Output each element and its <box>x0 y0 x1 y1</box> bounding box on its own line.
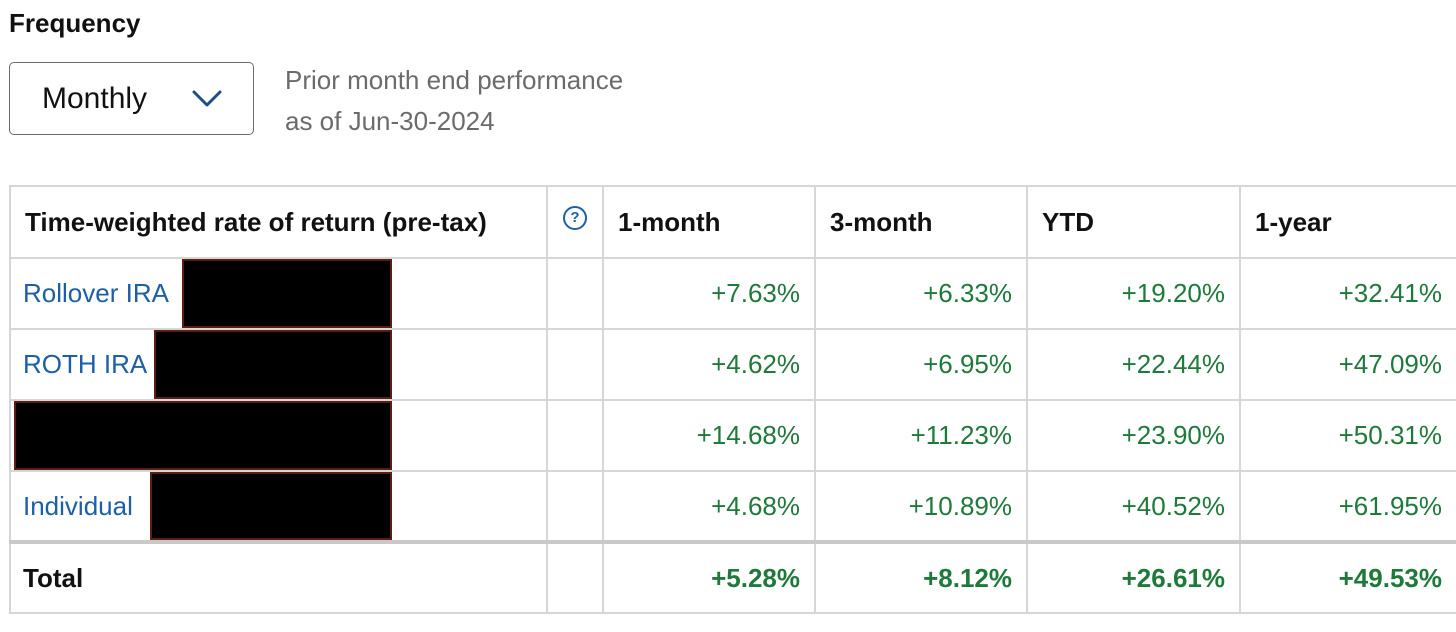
table-row: Individual +4.68% +10.89% +40.52% +61.95… <box>9 470 1456 543</box>
frequency-selected-value: Monthly <box>42 81 148 115</box>
value-1-year: +32.41% <box>1239 257 1456 330</box>
frequency-dropdown[interactable]: Monthly <box>9 62 254 135</box>
value-3-month: +11.23% <box>814 399 1028 472</box>
help-spacer-cell <box>546 399 604 472</box>
value-3-month: +6.95% <box>814 328 1028 401</box>
help-icon[interactable]: ? <box>563 206 587 230</box>
value-3-month: +6.33% <box>814 257 1028 330</box>
help-spacer-cell <box>546 540 604 614</box>
header-account: Time-weighted rate of return (pre-tax) <box>9 185 548 259</box>
help-spacer-cell <box>546 328 604 401</box>
account-cell: ROTH IRA <box>9 328 548 401</box>
help-spacer-cell <box>546 257 604 330</box>
total-1-year: +49.53% <box>1239 540 1456 614</box>
chevron-down-icon <box>191 89 223 109</box>
total-1-month: +5.28% <box>602 540 816 614</box>
total-label: Total <box>9 540 548 614</box>
value-3-month: +10.89% <box>814 470 1028 543</box>
value-ytd: +22.44% <box>1026 328 1241 401</box>
header-1-month: 1-month <box>602 185 816 259</box>
value-ytd: +40.52% <box>1026 470 1241 543</box>
header-ytd: YTD <box>1026 185 1241 259</box>
help-cell: ? <box>546 185 604 259</box>
account-link[interactable]: Individual <box>23 490 133 521</box>
redaction-box <box>150 472 392 540</box>
value-1-month: +14.68% <box>602 399 816 472</box>
value-1-year: +50.31% <box>1239 399 1456 472</box>
total-3-month: +8.12% <box>814 540 1028 614</box>
redaction-box <box>154 330 392 399</box>
table-header-row: Time-weighted rate of return (pre-tax) ?… <box>9 185 1456 259</box>
value-1-month: +7.63% <box>602 257 816 330</box>
help-spacer-cell <box>546 470 604 543</box>
performance-note: Prior month end performance as of Jun-30… <box>285 60 623 142</box>
redaction-box <box>182 259 392 328</box>
value-ytd: +23.90% <box>1026 399 1241 472</box>
account-cell <box>9 399 548 472</box>
returns-table: Time-weighted rate of return (pre-tax) ?… <box>9 185 1456 614</box>
performance-note-line1: Prior month end performance <box>285 65 624 95</box>
account-link[interactable]: Rollover IRA <box>23 278 169 308</box>
value-1-month: +4.62% <box>602 328 816 401</box>
total-ytd: +26.61% <box>1026 540 1241 614</box>
frequency-label: Frequency <box>9 8 141 38</box>
header-1-year: 1-year <box>1239 185 1456 259</box>
account-cell: Rollover IRA <box>9 257 548 330</box>
total-row: Total +5.28% +8.12% +26.61% +49.53% <box>9 540 1456 614</box>
account-cell: Individual <box>9 470 548 543</box>
table-row: +14.68% +11.23% +23.90% +50.31% <box>9 399 1456 472</box>
table-row: ROTH IRA +4.62% +6.95% +22.44% +47.09% <box>9 328 1456 401</box>
value-ytd: +19.20% <box>1026 257 1241 330</box>
redaction-box <box>14 401 392 470</box>
table-row: Rollover IRA +7.63% +6.33% +19.20% +32.4… <box>9 257 1456 330</box>
value-1-year: +61.95% <box>1239 470 1456 543</box>
value-1-year: +47.09% <box>1239 328 1456 401</box>
header-3-month: 3-month <box>814 185 1028 259</box>
value-1-month: +4.68% <box>602 470 816 543</box>
performance-note-date: as of Jun-30-2024 <box>285 106 495 136</box>
account-link[interactable]: ROTH IRA <box>23 349 148 379</box>
